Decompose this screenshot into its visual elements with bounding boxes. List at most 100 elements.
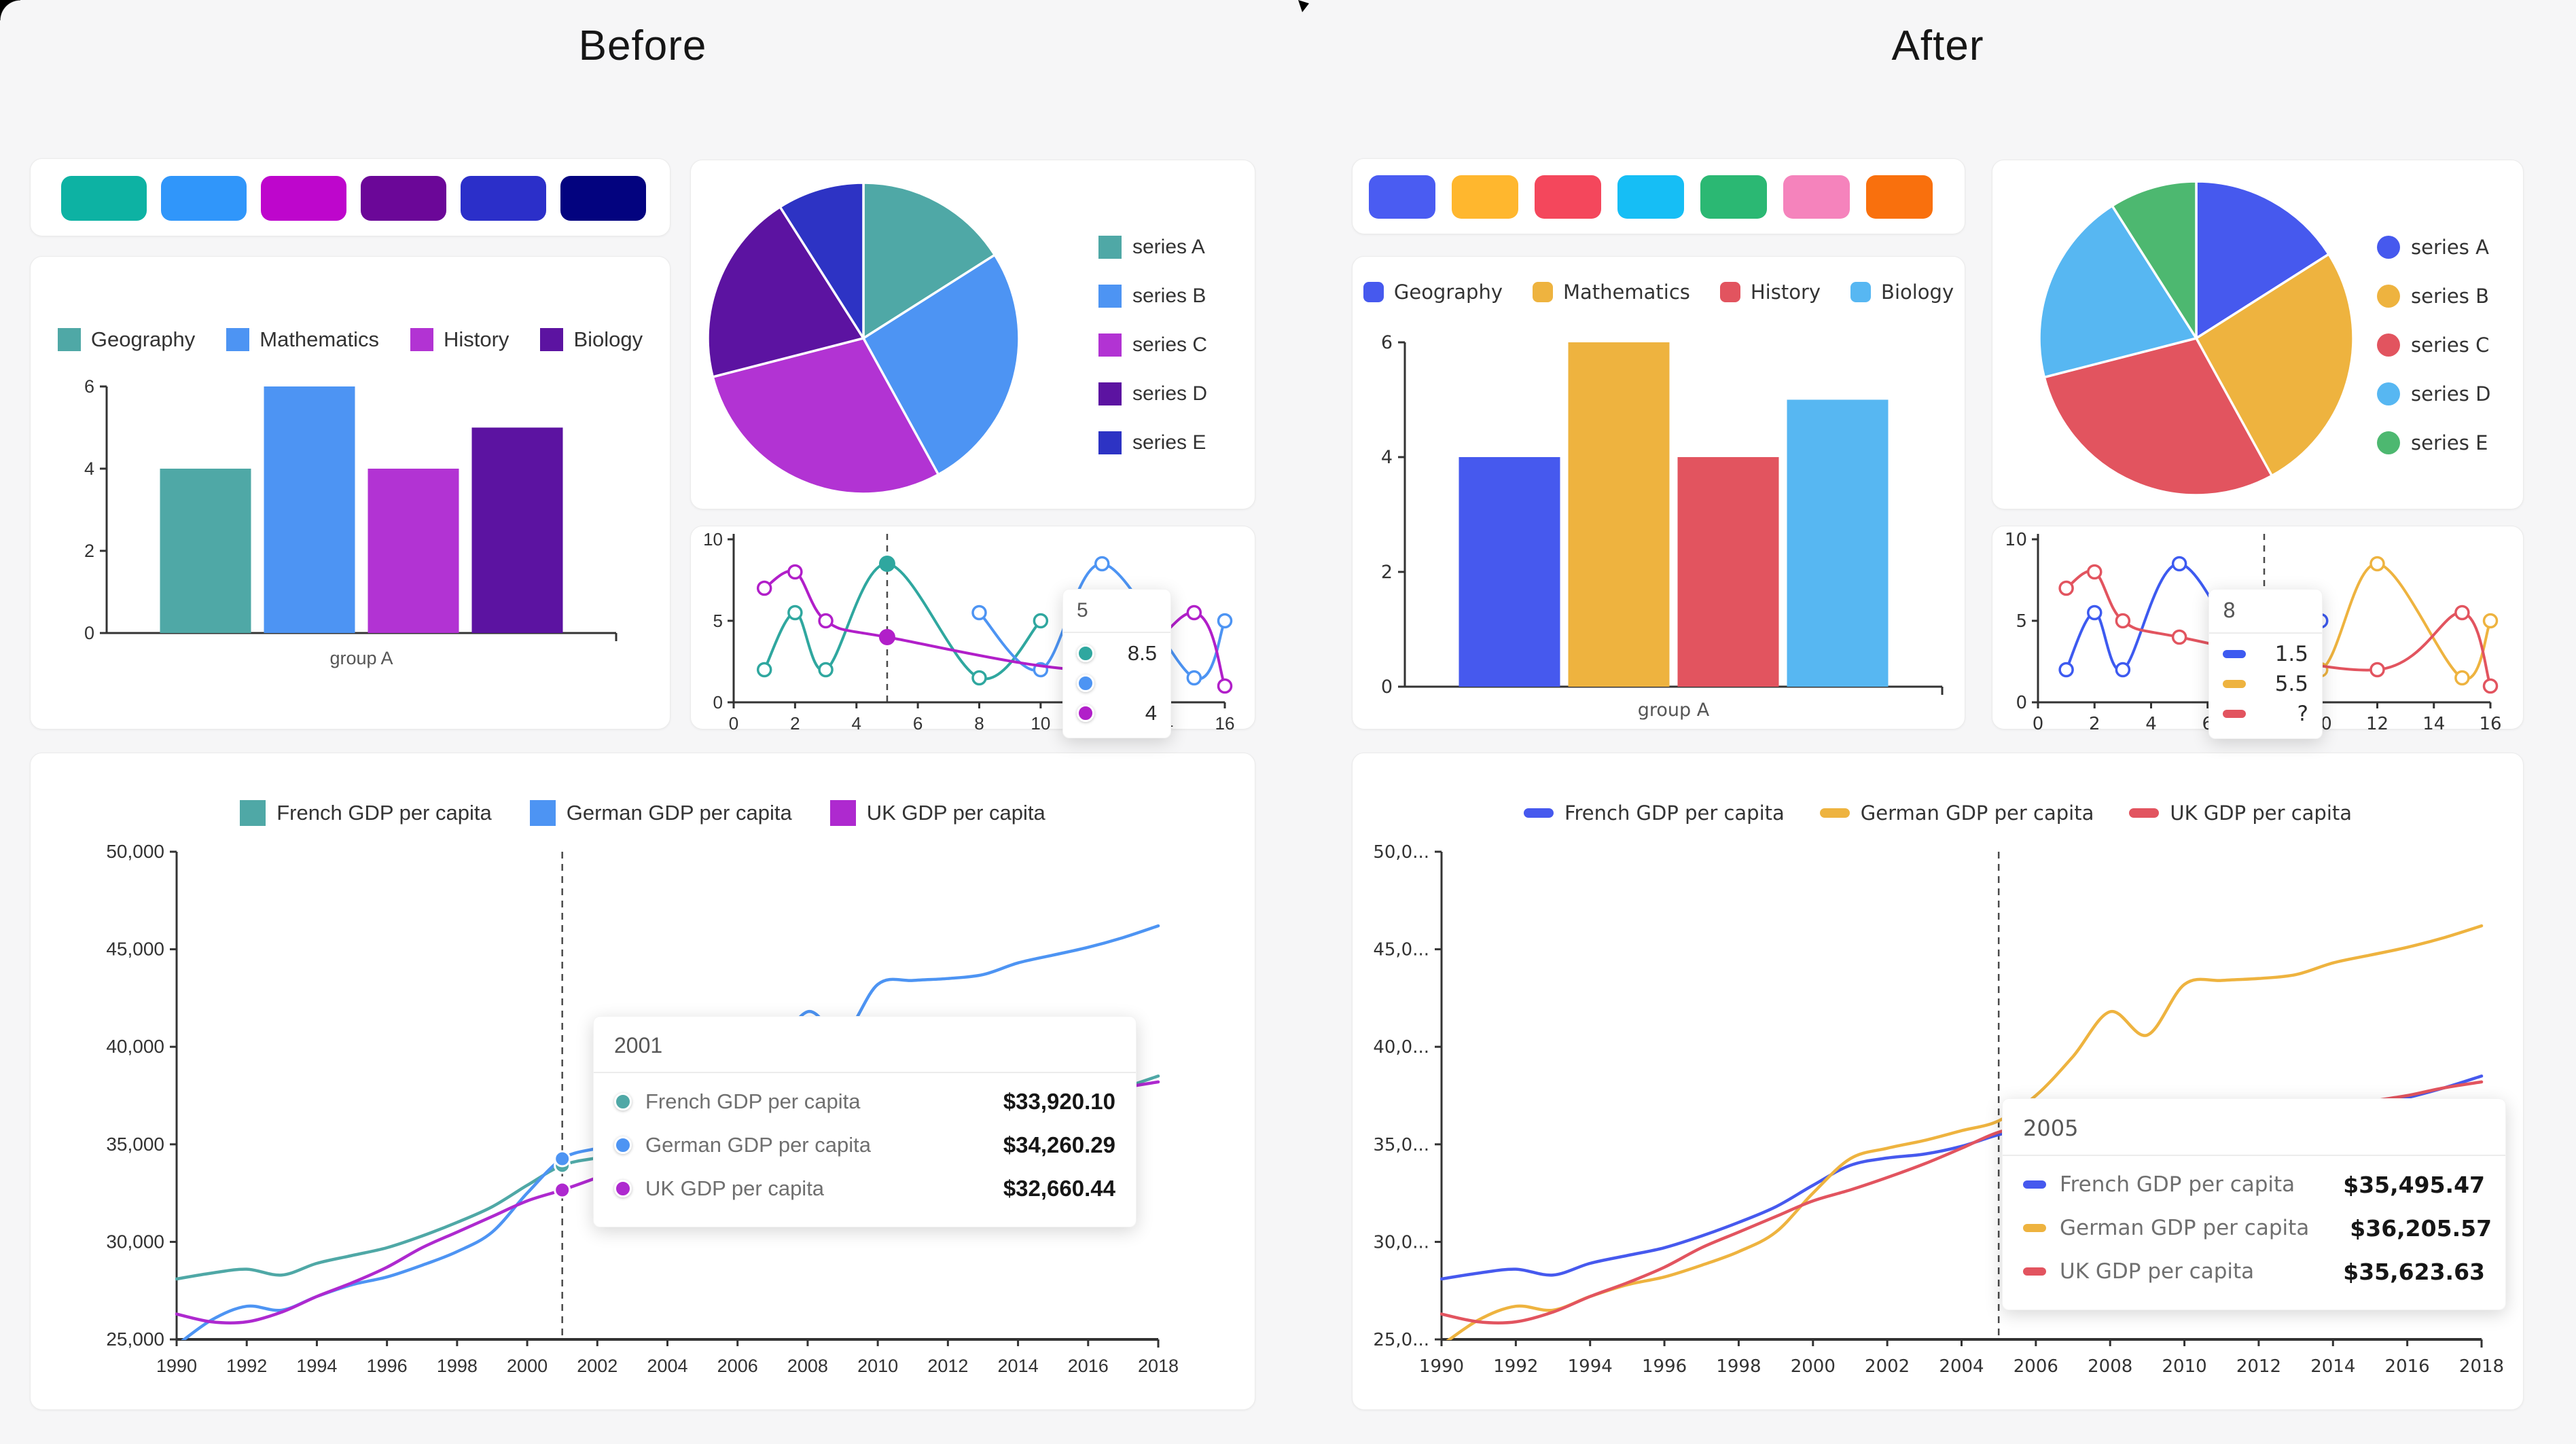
- tooltip: 8 1.5 5.5?: [2208, 589, 2323, 739]
- pie-legend-item[interactable]: series C: [1098, 321, 1207, 369]
- axis-label: 5: [2016, 611, 2027, 632]
- pie-legend-label: series B: [1132, 285, 1206, 307]
- gdp-line-chart[interactable]: 25,0... 30,0... 35,0... 40,0... 45,0... 50,0.…: [1353, 753, 2524, 1411]
- pie-slice-series-c[interactable]: [2043, 337, 2274, 497]
- data-point: [2115, 662, 2131, 678]
- legend-item[interactable]: French GDP per capita: [240, 800, 492, 826]
- pie-slice-series-a[interactable]: [2195, 180, 2330, 340]
- chart-legend[interactable]: French GDP per capita German GDP per capi…: [1353, 801, 2523, 825]
- bar-chart[interactable]: 0 2 4 6 group A: [31, 257, 671, 730]
- legend-marker-swatch: [1719, 282, 1740, 302]
- data-point: [2087, 604, 2103, 621]
- pie-legend[interactable]: series A series B series C series D series E: [1098, 223, 1207, 467]
- pie-legend-item[interactable]: series D: [1098, 369, 1207, 418]
- legend-item[interactable]: Mathematics: [226, 327, 379, 352]
- pie-slice-series-d[interactable]: [706, 205, 865, 378]
- axis-label: 0: [729, 713, 738, 734]
- legend-marker-swatch: [1819, 808, 1850, 818]
- chart-legend[interactable]: Geography Mathematics History Biology: [31, 327, 670, 352]
- tooltip-value: 4: [1145, 701, 1157, 725]
- tooltip-row: ?: [2223, 699, 2308, 729]
- palette-swatch: [1866, 175, 1933, 219]
- bar-history[interactable]: [368, 469, 459, 633]
- tooltip-series-label: French GDP per capita: [2060, 1172, 2295, 1197]
- tooltip-series-label: German GDP per capita: [645, 1133, 871, 1157]
- data-point: [787, 564, 803, 580]
- pie-chart[interactable]: [1992, 160, 2524, 510]
- bar-history[interactable]: [1677, 457, 1779, 687]
- pie-slice-series-c[interactable]: [711, 337, 940, 495]
- legend-label: Biology: [573, 327, 643, 351]
- pie-legend-marker: [2377, 431, 2400, 454]
- bar-geography[interactable]: [160, 469, 251, 633]
- pie-slice-series-d[interactable]: [2038, 204, 2198, 379]
- bar-biology[interactable]: [471, 427, 563, 634]
- tooltip-value: 8.5: [1127, 641, 1157, 665]
- pie-slice-series-b[interactable]: [862, 253, 1020, 476]
- pie-legend-label: series C: [1132, 333, 1208, 356]
- legend-item[interactable]: History: [1719, 281, 1821, 304]
- palette-swatch: [361, 176, 446, 221]
- chart-legend[interactable]: Geography Mathematics History Biology: [1353, 281, 1965, 304]
- pie-legend-item[interactable]: series B: [2377, 272, 2490, 321]
- legend-item[interactable]: German GDP per capita: [529, 800, 792, 826]
- pie-legend-label: series B: [2411, 285, 2489, 308]
- pie-legend-item[interactable]: series C: [2377, 321, 2490, 369]
- pie-slice-series-b[interactable]: [2195, 253, 2355, 477]
- scatter-line-chart[interactable]: 05100246810121416: [691, 526, 1256, 734]
- legend-item[interactable]: Mathematics: [1532, 281, 1690, 304]
- bar-biology[interactable]: [1787, 399, 1889, 687]
- axis-label: 1996: [367, 1356, 408, 1376]
- legend-label: Mathematics: [260, 327, 379, 351]
- bar-mathematics[interactable]: [1568, 342, 1670, 687]
- axis-label: 4: [2145, 714, 2157, 734]
- data-point: [2482, 678, 2499, 694]
- legend-item[interactable]: UK GDP per capita: [829, 800, 1045, 826]
- axis-label: 2004: [647, 1356, 687, 1376]
- bar-mathematics[interactable]: [264, 386, 355, 633]
- scatter-line-chart[interactable]: 05100246810121416: [1992, 526, 2524, 734]
- pie-legend-item[interactable]: series D: [2377, 369, 2490, 418]
- tooltip-divider: [2003, 1155, 2505, 1156]
- pie-legend-item[interactable]: series E: [2377, 418, 2490, 467]
- legend-item[interactable]: French GDP per capita: [1523, 801, 1785, 825]
- tooltip-row: [1077, 668, 1157, 698]
- axis-label: 45,0...: [1373, 940, 1429, 960]
- pie-slice-series-e[interactable]: [2111, 180, 2198, 340]
- bar-geography[interactable]: [1459, 457, 1560, 687]
- axis-label: 16: [2479, 714, 2501, 734]
- before-gdp-chart-card: French GDP per capita German GDP per capi…: [30, 753, 1255, 1410]
- tooltip-row: French GDP per capita $33,920.10: [614, 1080, 1115, 1123]
- chart-legend[interactable]: French GDP per capita German GDP per capi…: [31, 800, 1255, 826]
- legend-item[interactable]: UK GDP per capita: [2129, 801, 2352, 825]
- axis-label: 2002: [577, 1356, 618, 1376]
- legend-item[interactable]: German GDP per capita: [1819, 801, 2094, 825]
- data-point: [1217, 678, 1233, 694]
- pie-legend-item[interactable]: series E: [1098, 418, 1207, 467]
- legend-item[interactable]: Biology: [1850, 281, 1954, 304]
- dot-marker: [1077, 704, 1094, 722]
- legend-item[interactable]: Biology: [540, 327, 643, 352]
- axis-label: 2014: [998, 1356, 1039, 1376]
- axis-label: 1996: [1642, 1356, 1687, 1377]
- line-series-0[interactable]: [763, 562, 1042, 681]
- pie-legend[interactable]: series A series B series C series D series E: [2377, 223, 2490, 467]
- pie-legend-item[interactable]: series B: [1098, 272, 1207, 321]
- pie-legend-label: series D: [2411, 382, 2491, 405]
- legend-item[interactable]: History: [410, 327, 509, 352]
- pie-legend-item[interactable]: series A: [1098, 223, 1207, 272]
- axis-label: 2010: [2162, 1356, 2206, 1377]
- pie-legend-item[interactable]: series A: [2377, 223, 2490, 272]
- pie-slice-series-a[interactable]: [862, 181, 997, 340]
- bar-chart[interactable]: 0 2 4 6 group A: [1353, 257, 1966, 730]
- legend-item[interactable]: Geography: [1363, 281, 1503, 304]
- tooltip: 2001 French GDP per capita $33,920.10 Germa…: [593, 1016, 1137, 1227]
- axis-label: 0: [84, 623, 94, 643]
- legend-marker-swatch: [1363, 282, 1384, 302]
- pie-chart[interactable]: [691, 160, 1256, 510]
- tooltip-series-label: UK GDP per capita: [645, 1176, 825, 1200]
- axis-label: 2: [84, 541, 94, 561]
- pie-slice-series-e[interactable]: [779, 181, 865, 340]
- data-point: [2058, 580, 2074, 596]
- legend-item[interactable]: Geography: [57, 327, 195, 352]
